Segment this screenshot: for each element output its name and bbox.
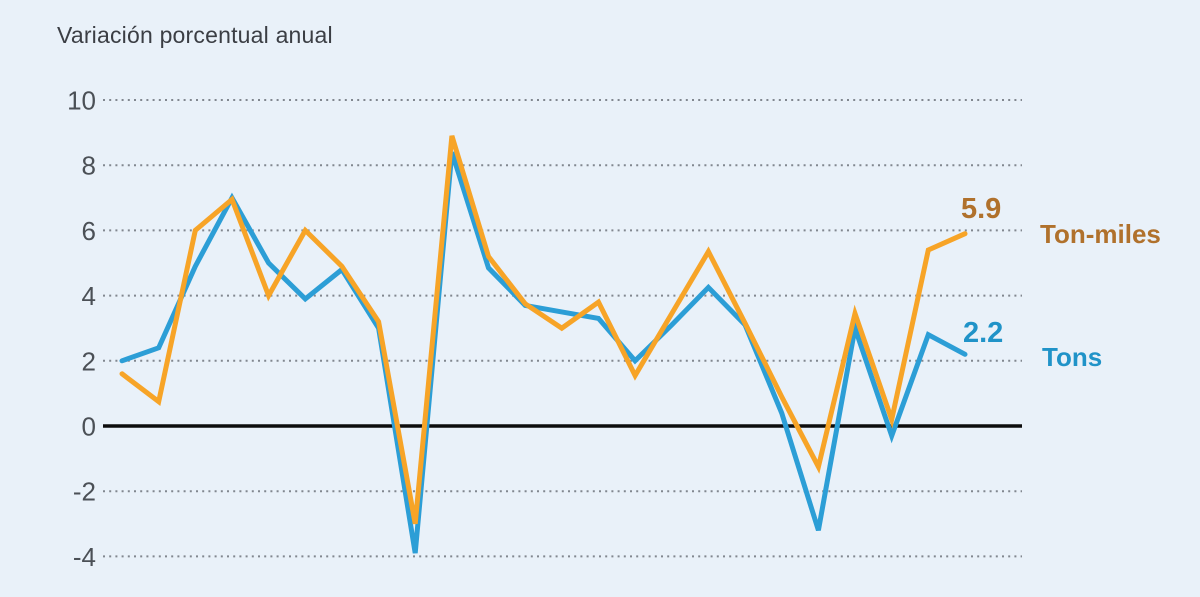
ton-miles-series-label: Ton-miles: [1040, 219, 1161, 249]
y-tick-label: 2: [82, 346, 96, 376]
y-tick-label: 0: [82, 412, 96, 442]
tons-series-label: Tons: [1042, 342, 1103, 372]
y-tick-label: 10: [67, 86, 96, 116]
chart-title: Variación porcentual anual: [57, 22, 333, 48]
y-tick-label: -4: [73, 542, 96, 572]
y-tick-label: 4: [82, 281, 96, 311]
ton-miles-end-value: 5.9: [961, 193, 1002, 225]
y-tick-label: 8: [82, 151, 96, 181]
y-tick-label: 6: [82, 216, 96, 246]
tons-line: [119, 151, 968, 554]
ton-miles-line: [119, 135, 968, 525]
y-tick-label: -2: [73, 477, 96, 507]
tons-end-value: 2.2: [963, 317, 1004, 349]
